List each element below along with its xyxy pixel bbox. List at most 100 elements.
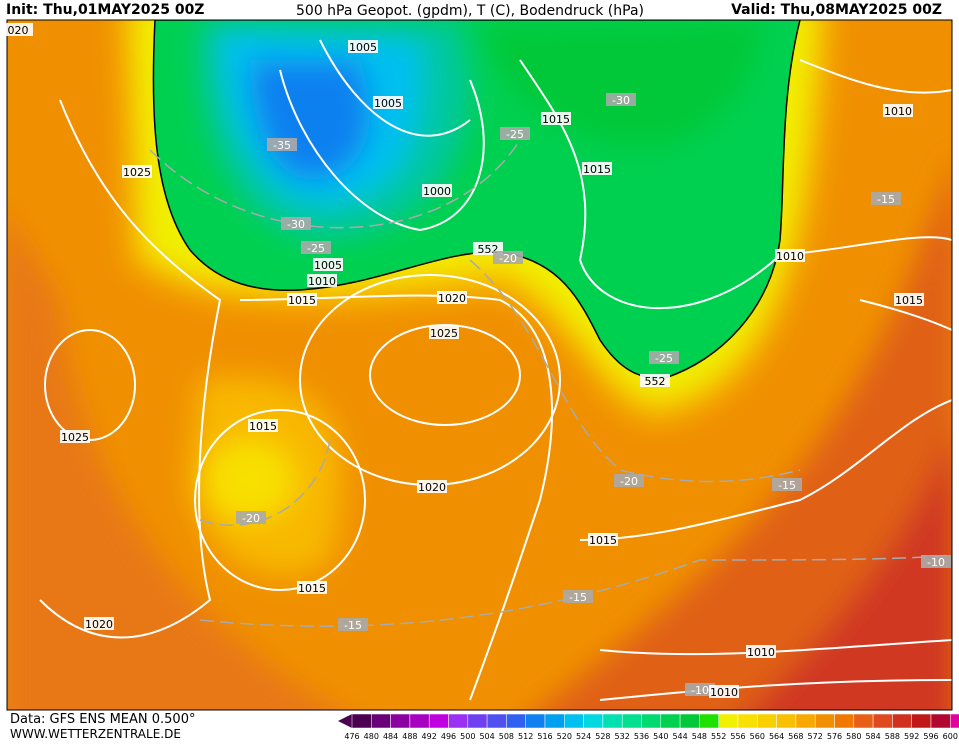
colorbar-cell (525, 713, 546, 729)
colorbar: 476 480 484 488 492 496 500 504 508 512 516 520 524 5… (338, 713, 959, 741)
colorbar-cell (814, 713, 835, 729)
map-label: -20 (236, 511, 266, 525)
label-box (60, 430, 90, 443)
colorbar-label: 548 (692, 732, 707, 741)
label-text: 1025 (61, 431, 89, 444)
map-label: 1005 (348, 40, 378, 54)
colorbar-label: 492 (422, 732, 437, 741)
map-label: 1020 (437, 291, 467, 305)
label-box (348, 40, 378, 53)
colorbar-label: 520 (557, 732, 572, 741)
label-text: -20 (620, 475, 638, 488)
label-box (541, 112, 571, 125)
map-label: -20 (493, 251, 523, 265)
map-label: -15 (563, 590, 593, 604)
label-box (236, 511, 266, 524)
label-box (582, 162, 612, 175)
map-label: 552 (640, 374, 670, 388)
map-label: 1015 (297, 581, 327, 595)
label-text: -15 (877, 193, 895, 206)
colorbar-cell (371, 713, 391, 729)
colorbar-cell (409, 713, 430, 729)
colorbar-cell (872, 713, 893, 729)
colorbar-label: 508 (499, 732, 514, 741)
label-box (301, 241, 331, 254)
label-box (84, 617, 114, 630)
colorbar-cell (660, 713, 681, 729)
map-label: 020 (3, 23, 33, 37)
label-box (649, 351, 679, 364)
label-text: 1020 (418, 481, 446, 494)
colorbar-cell (428, 713, 449, 729)
map-label: -20 (614, 474, 644, 488)
colorbar-cell (718, 713, 739, 729)
colorbar-cell (776, 713, 797, 729)
colorbar-label: 592 (904, 732, 919, 741)
colorbar-label: 500 (460, 732, 475, 741)
label-box (287, 293, 317, 306)
label-text: 1015 (583, 163, 611, 176)
label-text: 1010 (710, 686, 738, 699)
label-text: 1010 (747, 646, 775, 659)
label-text: 1015 (589, 534, 617, 547)
colorbar-label: 572 (808, 732, 823, 741)
label-text: 1025 (123, 166, 151, 179)
label-text: -15 (569, 591, 587, 604)
colorbar-label: 580 (846, 732, 861, 741)
map-label: 1015 (541, 112, 571, 126)
label-text: 1015 (249, 420, 277, 433)
label-text: 1010 (884, 105, 912, 118)
colorbar-cell (950, 713, 959, 729)
label-box (297, 581, 327, 594)
colorbar-label: 568 (788, 732, 803, 741)
label-text: 552 (645, 375, 666, 388)
map-label: -30 (606, 93, 636, 107)
colorbar-cell (564, 713, 584, 729)
label-box (281, 217, 311, 230)
map-label: -15 (871, 192, 901, 206)
label-text: 1005 (314, 259, 342, 272)
map-label: 1005 (313, 258, 343, 272)
colorbar-label: 532 (615, 732, 630, 741)
label-text: 1010 (308, 275, 336, 288)
colorbar-arrow-left (338, 714, 352, 728)
colorbar-cell (351, 713, 372, 729)
label-text: 1005 (349, 41, 377, 54)
label-text: -35 (273, 139, 291, 152)
label-text: 1015 (288, 294, 316, 307)
label-box (338, 618, 368, 631)
colorbar-cell (795, 713, 816, 729)
map-title: 500 hPa Geopot. (gpdm), T (C), Bodendruc… (296, 3, 644, 19)
map-label: 1025 (429, 326, 459, 340)
colorbar-label: 540 (653, 732, 668, 741)
colorbar-label: 596 (923, 732, 938, 741)
label-box (417, 480, 447, 493)
label-text: 1015 (895, 294, 923, 307)
map-label: -25 (500, 127, 530, 141)
map-label: 1015 (582, 162, 612, 176)
label-box (606, 93, 636, 106)
label-box (563, 590, 593, 603)
label-text: -10 (691, 684, 709, 697)
label-text: -15 (344, 619, 362, 632)
init-time: Init: Thu,01MAY2025 00Z (6, 2, 204, 18)
label-text: -15 (778, 479, 796, 492)
colorbar-cell (930, 713, 951, 729)
label-box (422, 184, 452, 197)
colorbar-label: 512 (518, 732, 533, 741)
label-text: 1005 (374, 97, 402, 110)
label-box (746, 645, 776, 658)
label-box (437, 291, 467, 304)
map-label: 1015 (248, 419, 278, 433)
label-box (373, 96, 403, 109)
label-box (248, 419, 278, 432)
label-box (640, 374, 670, 387)
colorbar-cell (737, 713, 758, 729)
map-label: -25 (301, 241, 331, 255)
map-label: 1020 (417, 480, 447, 494)
colorbar-cell (834, 713, 855, 729)
map-label: -10 (921, 555, 951, 569)
label-text: -10 (927, 556, 945, 569)
